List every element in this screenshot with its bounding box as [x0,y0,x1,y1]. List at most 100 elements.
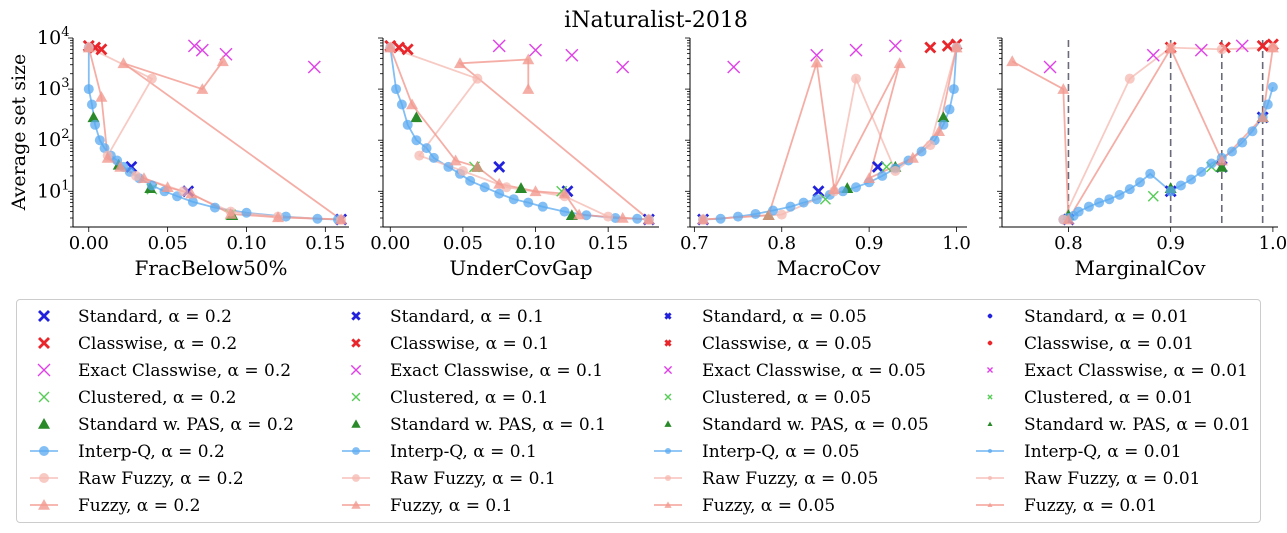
point-interp-q [523,197,534,208]
point-fuzzy [161,181,174,193]
legend-label: Fuzzy, α = 0.05 [702,496,835,516]
point-interp-q [632,213,643,224]
point-raw-fuzzy [890,165,901,176]
point-interp-q [99,143,110,154]
legend-label: Classwise, α = 0.2 [78,334,237,354]
point-interp-q [851,182,862,193]
series-exact-classwise [187,39,321,74]
subplot-marginalcov: 0.8 0.9 1.0 MarginalCov [997,37,1287,280]
x-tick-label: 1.0 [942,233,971,254]
series-interp-q [385,42,654,225]
series-standard [697,160,884,226]
point-interp-q [715,213,726,224]
point-interp-q [733,211,744,222]
point-exact-classwise [616,60,630,74]
point-fuzzy [863,172,876,184]
legend-marker [352,474,360,482]
legend-marker [663,365,673,375]
point-interp-q [948,84,959,95]
point-fuzzy [558,187,571,199]
legend-label: Classwise, α = 0.05 [702,334,872,354]
legend-label: Classwise, α = 0.1 [390,334,549,354]
series-standard-w-pas [410,111,578,221]
subplot-macrocov: 0.7 0.8 0.9 1.0 MacroCov [680,37,971,280]
legend-label: Standard, α = 0.1 [390,307,544,327]
point-fuzzy [893,57,906,69]
legend-marker [350,364,362,376]
x-tick-label: 0.05 [148,233,188,254]
series-standard-w-pas [1062,111,1269,221]
point-interp-q [428,152,439,163]
legend-label: Standard, α = 0.2 [78,307,232,327]
point-standard-w-pas [937,111,950,123]
point-interp-q [798,197,809,208]
point-exact-classwise [1235,39,1249,53]
point-interp-q [1114,189,1125,200]
point-interp-q [750,208,761,219]
series-fuzzy [384,41,655,225]
series-exact-classwise [1043,39,1249,74]
point-fuzzy [82,41,95,53]
legend-label: Interp-Q, α = 0.01 [1024,442,1182,462]
point-fuzzy [335,213,348,225]
point-raw-fuzzy [851,73,862,84]
point-fuzzy [828,183,841,194]
y-tick-exponent: 3 [61,76,69,91]
figure-title: iNaturalist-2018 [564,8,748,33]
point-interp-q [1175,180,1186,191]
legend-entry: Fuzzy, α = 0.2 [30,496,200,516]
x-tick-label: 0.7 [680,233,709,254]
legend-entry: Clustered, α = 0.01 [987,388,1193,408]
point-exact-classwise [1146,48,1160,62]
point-fuzzy [1062,213,1075,225]
point-raw-fuzzy [1124,73,1135,84]
legend-entry: Raw Fuzzy, α = 0.2 [30,469,244,489]
point-classwise [401,43,414,56]
legend-entry: Fuzzy, α = 0.05 [654,496,835,516]
point-fuzzy [196,83,209,94]
x-tick-label: 0.15 [305,233,345,254]
legend-marker [664,420,672,427]
legend-label: Standard w. PAS, α = 0.01 [1024,415,1251,435]
legend-marker [38,310,50,322]
point-fuzzy [522,83,535,94]
legend-label: Exact Classwise, α = 0.05 [702,361,926,381]
x-axis-label: FracBelow50% [134,256,287,280]
point-exact-classwise [1194,43,1208,57]
point-fuzzy [1266,41,1279,53]
point-standard-w-pas [515,182,527,193]
point-interp-q [1227,146,1237,157]
legend-entry: Exact Classwise, α = 0.1 [350,361,603,381]
legend-marker [351,500,361,509]
point-standard-w-pas [1215,160,1228,172]
y-axis-label: Average set size [8,54,30,212]
point-fuzzy [642,213,655,225]
y-tick-exponent: 2 [61,127,69,142]
point-interp-q [559,206,570,217]
legend-label: Classwise, α = 0.01 [1024,334,1194,354]
point-fuzzy [453,57,466,69]
x-tick-label: 0.8 [767,233,796,254]
legend-entry: Interp-Q, α = 0.05 [654,442,860,462]
legend-entry: Standard w. PAS, α = 0.01 [987,415,1251,435]
legend-entry: Classwise, α = 0.2 [38,334,237,354]
legend-marker [39,446,49,456]
point-interp-q [187,196,198,207]
legend-entry: Standard w. PAS, α = 0.2 [38,415,294,435]
legend-entry: Standard, α = 0.05 [664,307,867,327]
x-tick-label: 0.15 [588,233,628,254]
point-interp-q [402,119,413,130]
point-fuzzy [224,207,237,219]
point-raw-fuzzy [776,209,787,220]
point-interp-q [1237,137,1248,148]
legend-label: Raw Fuzzy, α = 0.2 [78,469,244,489]
series-fuzzy [1006,41,1279,225]
point-standard-w-pas [410,111,423,123]
y-tick-label: 103 [37,76,69,100]
legend-label: Standard w. PAS, α = 0.05 [702,415,929,435]
subplot-panels: 101 102 103 104 0.00 0.05 0.10 0.15 FracBelow50%… [37,25,1287,280]
legend-entry: Standard w. PAS, α = 0.1 [351,415,606,435]
point-interp-q [396,99,407,110]
point-interp-q [1073,206,1084,217]
